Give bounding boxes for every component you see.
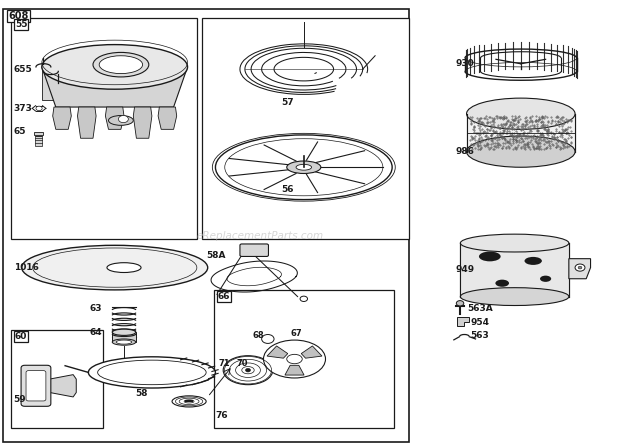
Polygon shape <box>50 375 76 397</box>
Bar <box>34 132 43 135</box>
Text: 55: 55 <box>15 20 27 29</box>
Text: 66: 66 <box>218 292 230 301</box>
Ellipse shape <box>42 45 187 89</box>
Circle shape <box>300 296 308 301</box>
Bar <box>214 290 394 428</box>
Polygon shape <box>267 346 288 358</box>
Polygon shape <box>42 67 187 107</box>
Text: 563A: 563A <box>467 304 493 313</box>
Text: 70: 70 <box>237 359 249 368</box>
Text: 949: 949 <box>456 265 475 274</box>
Text: 59: 59 <box>14 395 26 404</box>
Ellipse shape <box>107 263 141 273</box>
Ellipse shape <box>99 56 143 74</box>
Text: 1016: 1016 <box>14 263 38 272</box>
Ellipse shape <box>108 116 133 125</box>
Text: 60: 60 <box>15 332 27 341</box>
Text: 57: 57 <box>281 98 293 107</box>
Text: 65: 65 <box>14 127 26 136</box>
Ellipse shape <box>264 340 326 378</box>
Text: 930: 930 <box>456 59 474 68</box>
Text: 58A: 58A <box>206 251 225 260</box>
Ellipse shape <box>117 340 131 344</box>
FancyBboxPatch shape <box>21 365 51 406</box>
Text: 64: 64 <box>90 328 102 337</box>
Ellipse shape <box>460 234 569 252</box>
Bar <box>11 330 103 428</box>
Bar <box>3 9 409 442</box>
Ellipse shape <box>296 165 312 170</box>
Ellipse shape <box>495 280 509 287</box>
Polygon shape <box>133 107 152 138</box>
Polygon shape <box>569 259 590 279</box>
Ellipse shape <box>112 329 136 335</box>
Ellipse shape <box>98 360 206 384</box>
Ellipse shape <box>286 161 321 173</box>
Ellipse shape <box>525 257 542 265</box>
Circle shape <box>578 266 582 269</box>
Text: 373: 373 <box>14 104 32 113</box>
Polygon shape <box>457 317 469 326</box>
Bar <box>202 18 409 239</box>
Ellipse shape <box>216 135 392 200</box>
Text: 76: 76 <box>216 411 228 420</box>
Polygon shape <box>78 107 96 138</box>
Ellipse shape <box>172 396 206 407</box>
Ellipse shape <box>89 357 216 388</box>
Text: 68: 68 <box>253 331 265 340</box>
Ellipse shape <box>22 245 208 290</box>
Polygon shape <box>42 67 64 100</box>
Polygon shape <box>53 107 71 129</box>
Bar <box>466 114 575 152</box>
Ellipse shape <box>460 288 569 306</box>
Ellipse shape <box>224 139 383 196</box>
Bar <box>11 18 197 239</box>
Text: eReplacementParts.com: eReplacementParts.com <box>197 231 324 241</box>
Circle shape <box>118 116 128 123</box>
Ellipse shape <box>466 98 575 129</box>
Ellipse shape <box>540 276 551 282</box>
Text: 71: 71 <box>218 359 230 368</box>
Text: 655: 655 <box>14 65 32 74</box>
Bar <box>35 136 42 146</box>
Text: 56: 56 <box>281 185 293 194</box>
FancyBboxPatch shape <box>240 244 268 256</box>
Ellipse shape <box>479 252 501 261</box>
Polygon shape <box>158 107 177 129</box>
Ellipse shape <box>112 339 136 345</box>
Polygon shape <box>105 107 124 129</box>
Text: 58: 58 <box>135 389 148 398</box>
Ellipse shape <box>223 356 273 384</box>
Text: 67: 67 <box>290 329 302 338</box>
Circle shape <box>262 334 274 343</box>
Polygon shape <box>285 365 304 375</box>
Bar <box>460 243 569 297</box>
Circle shape <box>456 301 464 306</box>
Text: 608: 608 <box>8 11 29 21</box>
Circle shape <box>575 264 585 271</box>
Ellipse shape <box>93 53 149 77</box>
Text: 63: 63 <box>90 304 102 313</box>
Bar <box>112 332 136 342</box>
Circle shape <box>246 368 250 372</box>
Text: 986: 986 <box>456 147 474 156</box>
Polygon shape <box>301 346 322 358</box>
Ellipse shape <box>286 354 303 364</box>
Circle shape <box>36 106 42 111</box>
Text: 563: 563 <box>471 331 489 340</box>
Ellipse shape <box>466 136 575 167</box>
Ellipse shape <box>32 248 197 287</box>
Text: 954: 954 <box>471 318 490 326</box>
FancyBboxPatch shape <box>26 371 46 401</box>
